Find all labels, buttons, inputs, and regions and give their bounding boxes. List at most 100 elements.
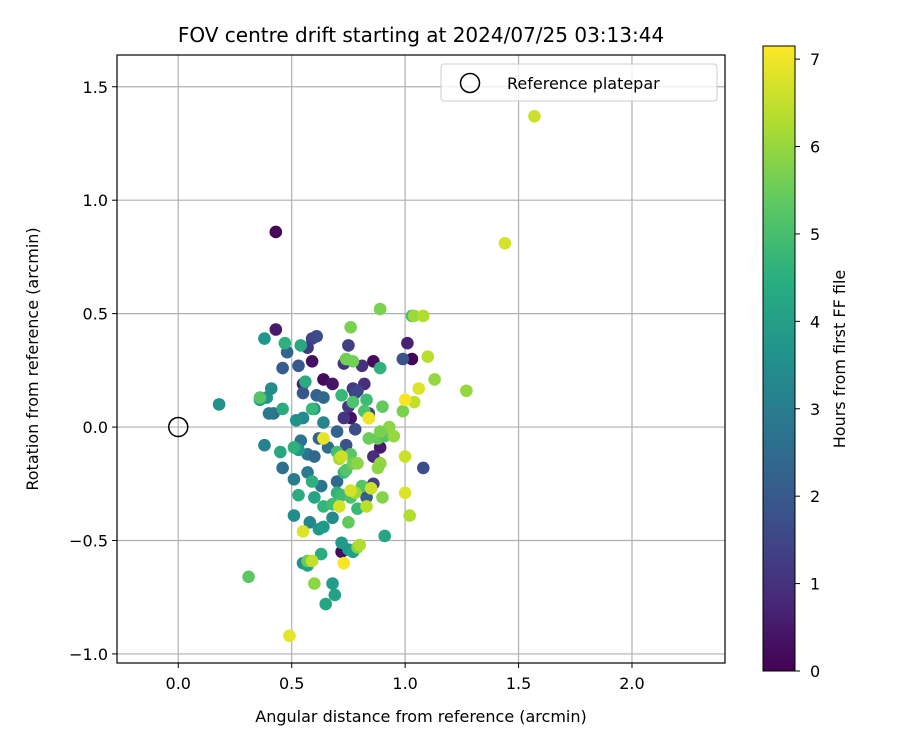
data-point (317, 391, 330, 404)
data-point (326, 577, 339, 590)
data-points (212, 109, 541, 643)
colorbar: 0 1 2 3 4 5 6 7 Hours from first FF file (762, 45, 849, 681)
data-point (283, 629, 296, 643)
legend-label: Reference platepar (507, 74, 660, 93)
data-point (373, 425, 387, 438)
data-point (428, 373, 441, 386)
x-tick-label: 2.0 (619, 674, 644, 693)
colorbar-tick-label: 2 (810, 487, 820, 506)
legend: Reference platepar (440, 63, 718, 102)
legend-marker-icon (459, 72, 481, 94)
data-point (405, 352, 419, 366)
data-point (344, 320, 357, 334)
data-point (371, 461, 385, 475)
data-point (326, 511, 339, 525)
data-point (348, 423, 362, 436)
data-point (337, 411, 351, 425)
data-point (287, 472, 301, 486)
data-point (498, 236, 512, 250)
data-point (269, 225, 283, 239)
y-tick-label: 1.5 (83, 78, 108, 97)
data-point (287, 509, 301, 522)
data-point (387, 429, 401, 443)
data-point (212, 398, 226, 411)
data-point (333, 500, 346, 513)
chart-title: FOV centre drift starting at 2024/07/25 … (178, 23, 664, 47)
data-point (335, 450, 348, 463)
data-point (326, 377, 339, 391)
data-point (305, 354, 319, 368)
data-point (317, 520, 330, 534)
data-point (258, 438, 271, 452)
y-axis-label: Rotation from reference (arcmin) (23, 227, 42, 490)
data-point (362, 432, 376, 445)
data-point (330, 425, 344, 438)
colorbar-label: Hours from first FF file (830, 270, 849, 449)
data-point (296, 525, 310, 538)
data-point (373, 361, 387, 375)
data-point (373, 302, 387, 316)
data-point (305, 402, 319, 416)
data-point (276, 402, 289, 416)
data-point (262, 407, 276, 420)
data-point (253, 391, 267, 404)
colorbar-tick-label: 3 (810, 400, 820, 419)
colorbar-tick-label: 5 (810, 225, 820, 244)
data-point (403, 509, 416, 522)
data-point (360, 393, 373, 407)
data-point (305, 475, 319, 488)
data-point (398, 393, 412, 407)
data-point (351, 457, 364, 470)
data-point (353, 538, 367, 552)
data-point (416, 461, 430, 475)
data-point (303, 516, 317, 529)
data-point (407, 309, 421, 323)
colorbar-tick-label: 6 (810, 138, 820, 157)
data-point (317, 432, 330, 445)
data-point (310, 330, 323, 343)
data-point (364, 482, 378, 495)
data-point (360, 500, 373, 513)
y-tick-label: 1.0 (83, 191, 108, 210)
data-point (396, 352, 410, 366)
data-point (308, 450, 321, 463)
data-point (294, 339, 308, 352)
data-point (335, 388, 348, 402)
data-point (412, 382, 426, 395)
legend-box (440, 63, 718, 102)
data-point (330, 475, 344, 488)
data-point (378, 529, 392, 543)
grid-lines (117, 55, 725, 663)
x-tick-label: 0.5 (279, 674, 304, 693)
data-point (362, 411, 376, 425)
data-point (258, 332, 271, 345)
colorbar-tick-label: 0 (810, 662, 820, 681)
data-point (292, 359, 305, 373)
data-point (308, 577, 321, 590)
data-point (305, 554, 319, 568)
colorbar-gradient (762, 45, 796, 672)
data-point (296, 386, 310, 400)
data-point (274, 445, 287, 459)
data-point (319, 597, 333, 611)
data-point (308, 491, 321, 504)
y-tick-label: 0.0 (83, 418, 108, 437)
x-axis-ticks: 0.0 0.5 1.0 1.5 2.0 (166, 663, 645, 693)
data-point (416, 309, 430, 323)
data-point (276, 361, 289, 375)
data-point (376, 491, 389, 504)
data-point (264, 382, 278, 395)
plot-frame (116, 54, 726, 664)
data-point (398, 450, 412, 463)
data-point (278, 336, 292, 350)
y-tick-label: −1.0 (69, 645, 108, 664)
y-axis-ticks: −1.0 −0.5 0.0 0.5 1.0 1.5 (69, 78, 117, 664)
data-point (346, 354, 360, 368)
data-point (337, 556, 351, 570)
data-point (298, 375, 312, 388)
colorbar-ticks: 0 1 2 3 4 5 6 7 (795, 50, 820, 681)
x-axis-label: Angular distance from reference (arcmin) (255, 707, 586, 726)
data-point (317, 416, 330, 429)
